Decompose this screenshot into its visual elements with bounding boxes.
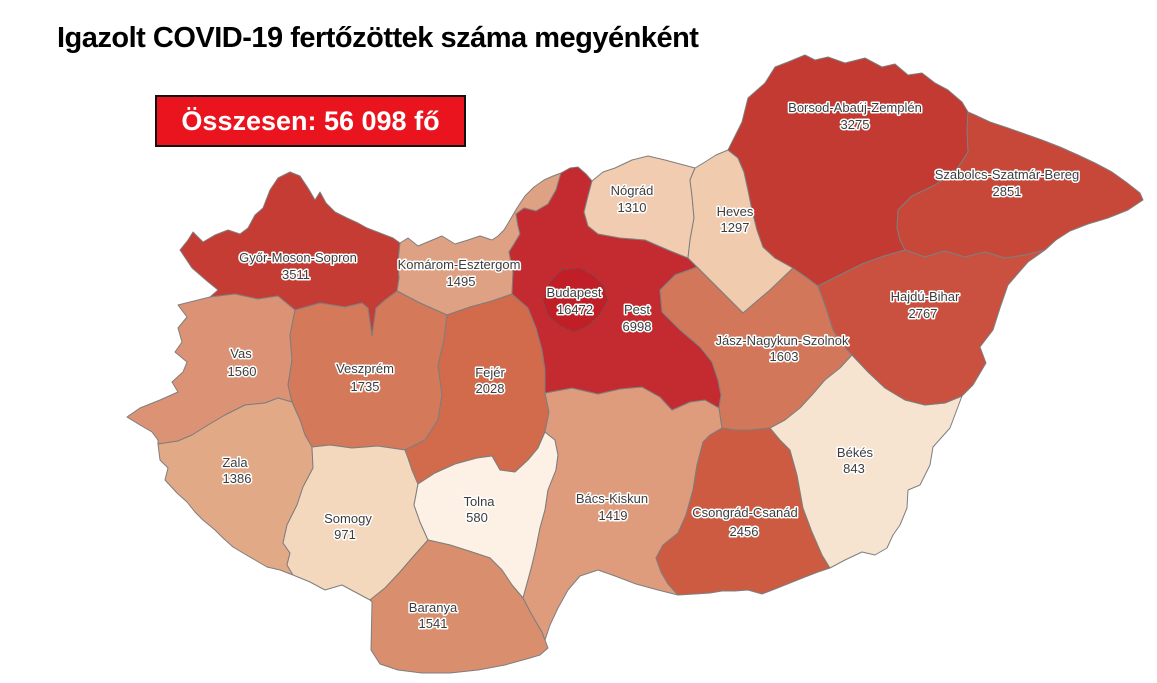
region-label: Komárom-Esztergom (398, 257, 521, 272)
region-value-label: 1386 (223, 471, 252, 486)
region-label: Jász-Nagykun-Szolnok (716, 333, 849, 348)
region-value-label: 1541 (419, 616, 448, 631)
region-label: Baranya (409, 600, 458, 615)
region-value-label: 2767 (909, 306, 938, 321)
region-value-label: 1735 (351, 379, 380, 394)
total-badge: Összesen: 56 098 fő (155, 95, 466, 147)
region-baranya (369, 539, 549, 674)
region-value-label: 971 (334, 527, 356, 542)
region-label: Fejér (475, 365, 505, 380)
region-budapest (542, 267, 609, 333)
page-title: Igazolt COVID-19 fertőzöttek száma megyé… (57, 22, 699, 54)
region-value-label: 16472 (557, 302, 593, 317)
region-label: Tolna (463, 494, 495, 509)
region-labels: Győr-Moson-Sopron 3511 Komárom-Esztergom… (221, 99, 1081, 633)
region-value-label: 1560 (228, 364, 257, 379)
region-label: Budapest (547, 285, 602, 300)
region-label: Vas (230, 346, 252, 361)
region-value-label: 1297 (721, 220, 750, 235)
region-value-label: 580 (466, 510, 488, 525)
region-label: Veszprém (336, 361, 394, 376)
region-value-label: 843 (843, 461, 865, 476)
region-label: Szabolcs-Szatmár-Bereg (935, 167, 1080, 182)
region-label: Zala (222, 455, 248, 470)
region-label: Pest (624, 302, 650, 317)
region-label: Borsod-Abaúj-Zemplén (788, 100, 922, 115)
region-value-label: 3275 (841, 117, 870, 132)
region-value-label: 1310 (618, 200, 647, 215)
region-label: Somogy (324, 511, 372, 526)
region-hajdu-bihar (817, 249, 1046, 406)
region-label: Nógrád (611, 183, 654, 198)
region-value-label: 2851 (993, 184, 1022, 199)
region-label: Győr-Moson-Sopron (239, 250, 357, 265)
region-label: Csongrád-Csanád (692, 505, 798, 520)
region-value-label: 1419 (599, 508, 628, 523)
region-label: Bács-Kiskun (576, 491, 648, 506)
region-value-label: 1603 (770, 349, 799, 364)
region-value-label: 3511 (282, 267, 310, 282)
region-value-label: 2028 (476, 381, 505, 396)
region-value-label: 2456 (730, 524, 759, 539)
region-szabolcs-szatmar-bereg (896, 111, 1144, 259)
region-label: Heves (717, 204, 754, 219)
region-value-label: 1495 (447, 274, 476, 289)
region-label: Hajdú-Bihar (891, 289, 960, 304)
region-label: Békés (837, 445, 874, 460)
region-value-label: 6998 (623, 319, 652, 334)
total-badge-label: Összesen: 56 098 fő (181, 105, 440, 136)
